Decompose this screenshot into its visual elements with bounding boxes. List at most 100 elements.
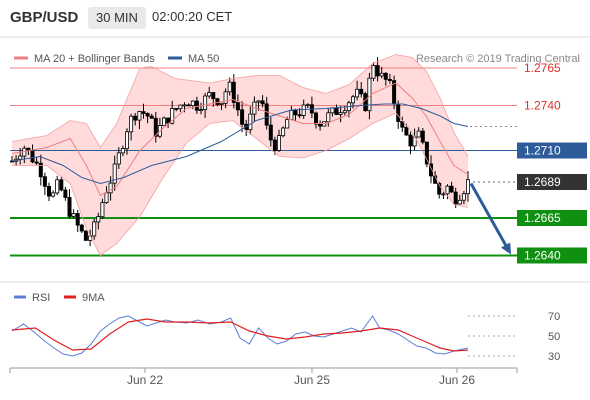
candle-body: [424, 141, 429, 165]
forecast-arrow: [469, 182, 511, 255]
candle-body: [441, 193, 446, 196]
candle-body: [301, 104, 306, 116]
candle-body: [211, 92, 216, 100]
candle-body: [18, 155, 23, 160]
candle-body: [305, 104, 310, 107]
bollinger-band-fill: [12, 54, 468, 256]
interval-button[interactable]: 30 MIN: [88, 7, 146, 29]
rsi-ma9-line: [11, 318, 469, 352]
candle-body: [272, 139, 277, 152]
candle-body: [120, 148, 125, 154]
candle-body: [149, 115, 154, 119]
candle-body: [457, 199, 462, 205]
price-levels: [10, 67, 517, 257]
ma50-line: [11, 103, 469, 185]
candle-body: [379, 72, 384, 77]
rsi-tick-label: 30: [548, 351, 560, 363]
indicator-legend: MA 20 + Bollinger Bands MA 50: [14, 53, 219, 65]
candle-body: [240, 109, 245, 125]
current-price-label-box: [517, 174, 587, 190]
candle-body: [334, 107, 339, 115]
pivot-label-box: [517, 142, 587, 159]
candle-body: [338, 112, 343, 115]
candle-body: [186, 104, 191, 107]
time-axis-label: Jun 22: [127, 373, 163, 387]
candle-body: [318, 123, 323, 127]
candle-body: [79, 224, 84, 232]
rsi-legend: RSI 9MA: [14, 292, 105, 304]
candle-body: [326, 112, 331, 123]
forecast-arrow-head: [501, 242, 511, 255]
candle-body: [161, 117, 166, 126]
candle-body: [235, 102, 240, 111]
copyright-text: Research © 2019 Trading Central: [416, 53, 580, 65]
candle-body: [400, 121, 405, 128]
candles: [9, 57, 470, 247]
candle-body: [416, 130, 421, 138]
candle-body: [51, 192, 56, 197]
clock-label: 02:00:20 CET: [152, 9, 233, 24]
support-label-box: [517, 247, 587, 264]
candle-body: [182, 104, 187, 107]
bollinger-upper-line: [11, 54, 469, 157]
rsi-tick-label: 70: [548, 311, 560, 323]
rsi-panel: 70 50 30: [11, 311, 560, 363]
candle-body: [445, 185, 450, 195]
time-axis-label: Jun 25: [294, 373, 330, 387]
candle-body: [59, 179, 64, 191]
candle-body: [313, 112, 318, 125]
candle-body: [285, 119, 290, 129]
candle-body: [297, 114, 302, 117]
chart-header: GBP/USD 30 MIN 02:00:20 CET: [0, 0, 590, 38]
candle-body: [22, 147, 27, 157]
candle-body: [428, 163, 433, 177]
candle-body: [396, 103, 401, 122]
candle-body: [67, 197, 72, 217]
candle-body: [63, 189, 68, 198]
candle-body: [190, 100, 195, 106]
candle-body: [198, 109, 203, 111]
candle-body: [129, 115, 134, 133]
candle-body: [449, 185, 454, 193]
candle-body: [34, 161, 39, 164]
candle-body: [223, 91, 228, 104]
candle-body: [125, 131, 130, 149]
candle-body: [371, 65, 376, 79]
candle-body: [141, 111, 146, 114]
candle-body: [112, 163, 117, 184]
candle-body: [289, 110, 294, 120]
resistance-label: 1.2765: [524, 61, 561, 75]
candle-body: [404, 126, 409, 136]
candle-body: [453, 191, 458, 205]
candle-body: [178, 104, 183, 110]
resistance-label: 1.2740: [524, 99, 561, 113]
candle-body: [96, 216, 101, 223]
candle-body: [363, 93, 368, 111]
candle-body: [166, 117, 171, 124]
candle-body: [75, 213, 80, 226]
level-labels: 1.2765 1.2740 1.2710 1.2689 1.2665 1.2640: [517, 61, 587, 264]
candle-body: [293, 110, 298, 116]
candle-body: [83, 230, 88, 241]
candle-body: [207, 92, 212, 97]
candle-body: [30, 150, 35, 163]
candle-body: [383, 72, 388, 80]
candle-body: [276, 135, 281, 151]
candle-body: [359, 88, 364, 95]
bollinger-bands: [12, 54, 468, 256]
candle-body: [55, 179, 60, 194]
candle-body: [367, 77, 372, 112]
candle-body: [203, 95, 208, 111]
candle-body: [38, 162, 43, 178]
candle-body: [215, 98, 220, 105]
candle-body: [227, 81, 232, 93]
bollinger-lower-line: [12, 112, 469, 257]
candle-body: [231, 81, 236, 103]
candle-body: [248, 113, 253, 131]
candle-body: [342, 110, 347, 114]
candle-body: [355, 88, 360, 98]
candle-body: [375, 65, 380, 77]
candle-body: [268, 124, 273, 141]
candle-body: [350, 96, 355, 104]
